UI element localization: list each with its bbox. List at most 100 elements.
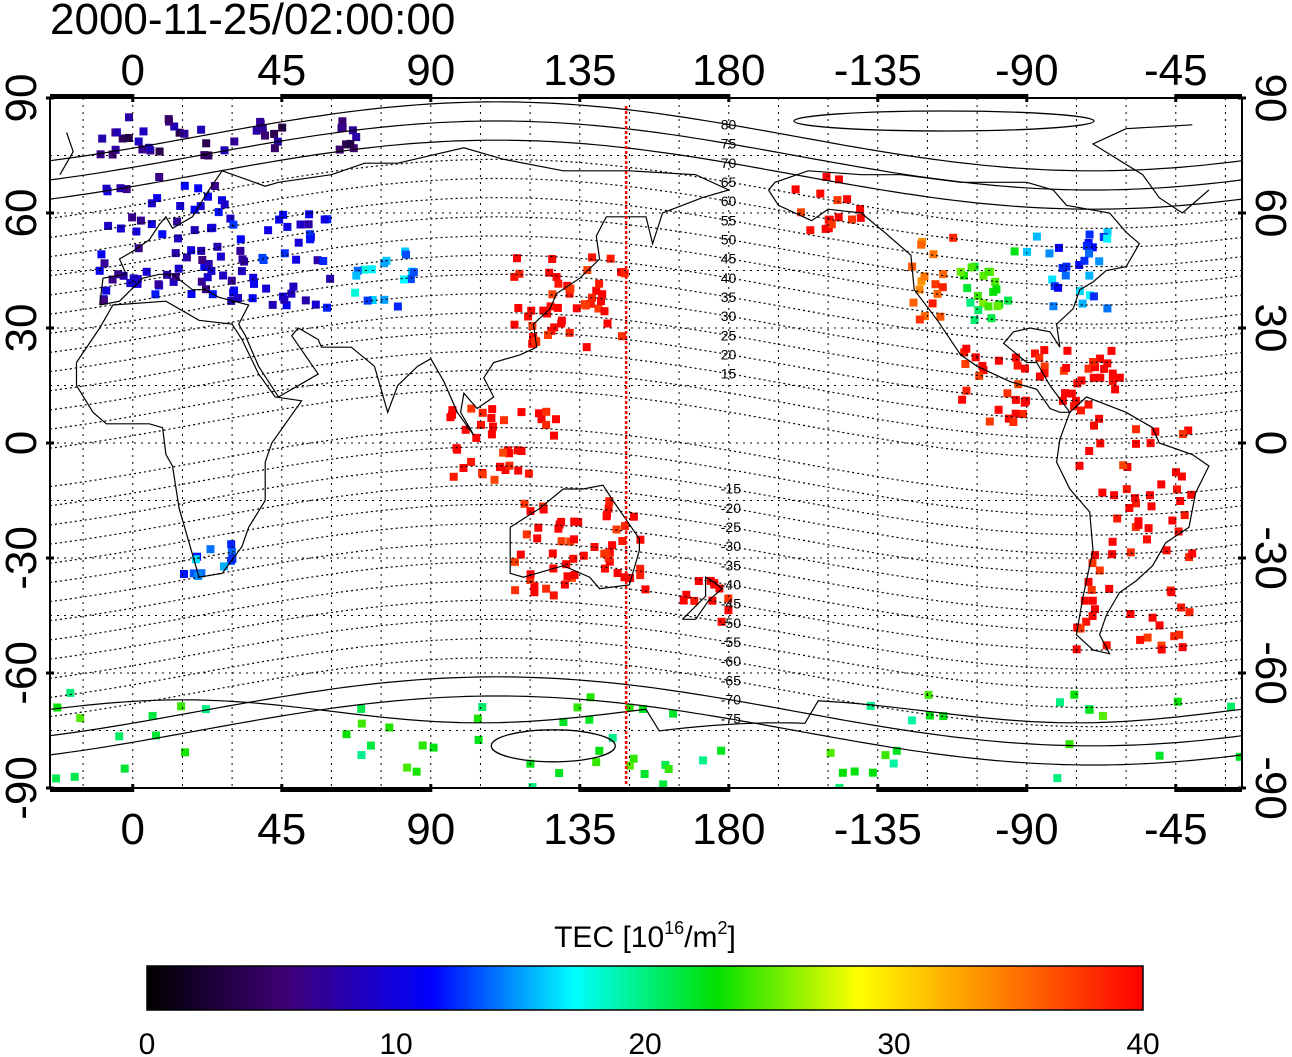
tec-cell bbox=[570, 571, 579, 579]
tec-cell bbox=[1077, 376, 1086, 385]
tec-cell bbox=[949, 233, 958, 242]
tec-cell bbox=[534, 523, 543, 532]
tec-cell bbox=[1126, 548, 1135, 557]
magnetic-contour bbox=[50, 216, 1242, 287]
tec-cell bbox=[1144, 524, 1153, 533]
tec-cell bbox=[342, 140, 351, 149]
tec-cell bbox=[978, 361, 987, 370]
coastline bbox=[509, 484, 640, 590]
tec-cell bbox=[520, 499, 529, 508]
tec-cell bbox=[320, 215, 329, 224]
tec-cell bbox=[1188, 549, 1197, 558]
tec-cell bbox=[196, 202, 205, 211]
tec-cell bbox=[1082, 617, 1091, 626]
magnetic-latitude-labels: 80 75 70 65 60 55 50 45 40 35 30 25 20 15 -15 -20 -25 -30… bbox=[721, 117, 741, 727]
tec-cell bbox=[335, 145, 344, 154]
tec-cell bbox=[282, 301, 291, 310]
contour-label: 15 bbox=[721, 366, 737, 382]
tec-cell bbox=[822, 173, 831, 181]
tec-cell bbox=[827, 220, 836, 229]
tec-cell bbox=[202, 139, 211, 148]
tec-cell bbox=[835, 175, 843, 184]
tec-cell bbox=[791, 185, 800, 194]
tec-cell bbox=[594, 304, 603, 313]
tec-cell bbox=[967, 263, 976, 272]
tec-cell bbox=[402, 250, 410, 259]
y-tick-label-left: -60 bbox=[0, 641, 46, 705]
tec-cell bbox=[1011, 395, 1020, 404]
tec-cell bbox=[360, 265, 369, 274]
tec-cell bbox=[717, 746, 726, 755]
tec-cell bbox=[202, 285, 210, 294]
contour-label: -20 bbox=[721, 500, 741, 516]
tec-cell bbox=[620, 269, 629, 278]
tec-cell bbox=[510, 272, 519, 281]
x-tick-label-top: 45 bbox=[257, 46, 306, 95]
tec-cell bbox=[148, 711, 157, 720]
tec-cell bbox=[219, 271, 228, 280]
tec-cell bbox=[612, 525, 621, 534]
tec-cell bbox=[958, 395, 967, 404]
tec-cell bbox=[1045, 249, 1054, 258]
x-tick-label-bottom: -90 bbox=[995, 805, 1059, 854]
tec-cell bbox=[600, 307, 609, 316]
tec-cell bbox=[915, 315, 924, 324]
tec-cell bbox=[1103, 359, 1112, 368]
tec-cell bbox=[180, 129, 189, 138]
tec-cell bbox=[1080, 256, 1089, 265]
tec-cell bbox=[920, 272, 929, 281]
tec-cell bbox=[1096, 354, 1104, 363]
tec-cell bbox=[306, 235, 315, 244]
tec-cell bbox=[102, 286, 111, 295]
tec-cell bbox=[1168, 516, 1177, 525]
south-pole-contour bbox=[490, 729, 616, 763]
tec-cell bbox=[513, 254, 521, 263]
tec-cell bbox=[603, 510, 611, 519]
tec-cell bbox=[357, 704, 366, 713]
tec-cell bbox=[554, 524, 563, 533]
tec-cell bbox=[174, 264, 183, 273]
tec-cell bbox=[238, 255, 247, 264]
tec-cell bbox=[1022, 396, 1030, 405]
colorbar-tick-label: 0 bbox=[139, 1028, 156, 1057]
tec-cell bbox=[1019, 410, 1027, 418]
tec-cell bbox=[549, 591, 558, 600]
tec-cell bbox=[279, 210, 288, 219]
magnetic-contour bbox=[50, 446, 1242, 517]
tec-cell bbox=[152, 731, 160, 740]
magnetic-contour bbox=[50, 427, 1242, 498]
tec-cell bbox=[1011, 353, 1020, 362]
coastline bbox=[50, 699, 1242, 732]
tec-cell bbox=[197, 125, 206, 134]
tec-cell bbox=[275, 215, 284, 224]
tec-cell bbox=[1103, 304, 1112, 313]
tec-cell bbox=[569, 554, 578, 563]
tec-cell bbox=[526, 575, 535, 584]
colorbar-tick-label: 30 bbox=[877, 1028, 910, 1057]
tec-cell bbox=[848, 215, 856, 224]
tec-cell bbox=[1085, 249, 1093, 258]
tec-cell bbox=[917, 277, 926, 286]
tec-cell bbox=[393, 302, 402, 311]
tec-cell bbox=[342, 730, 351, 739]
tec-cell bbox=[1162, 546, 1171, 555]
tec-cell bbox=[1115, 373, 1124, 382]
tec-cell bbox=[1134, 520, 1143, 529]
coastline bbox=[75, 300, 303, 578]
tec-cell bbox=[249, 273, 258, 282]
contour-label: 30 bbox=[721, 308, 737, 324]
tec-cell bbox=[1003, 389, 1012, 398]
tec-cell bbox=[1035, 353, 1044, 362]
y-tick-label-left: 90 bbox=[0, 74, 46, 123]
coastline bbox=[1055, 396, 1210, 655]
tec-cell bbox=[337, 123, 346, 132]
tec-cell bbox=[1054, 243, 1063, 252]
y-tick-mark bbox=[46, 326, 54, 330]
tec-cell bbox=[1070, 402, 1078, 411]
tec-cell bbox=[528, 322, 537, 330]
tec-cell bbox=[52, 774, 61, 783]
tec-cell bbox=[515, 269, 524, 278]
tec-cell bbox=[1061, 389, 1069, 398]
tec-cell bbox=[1073, 379, 1082, 388]
tec-cell bbox=[1132, 499, 1140, 508]
